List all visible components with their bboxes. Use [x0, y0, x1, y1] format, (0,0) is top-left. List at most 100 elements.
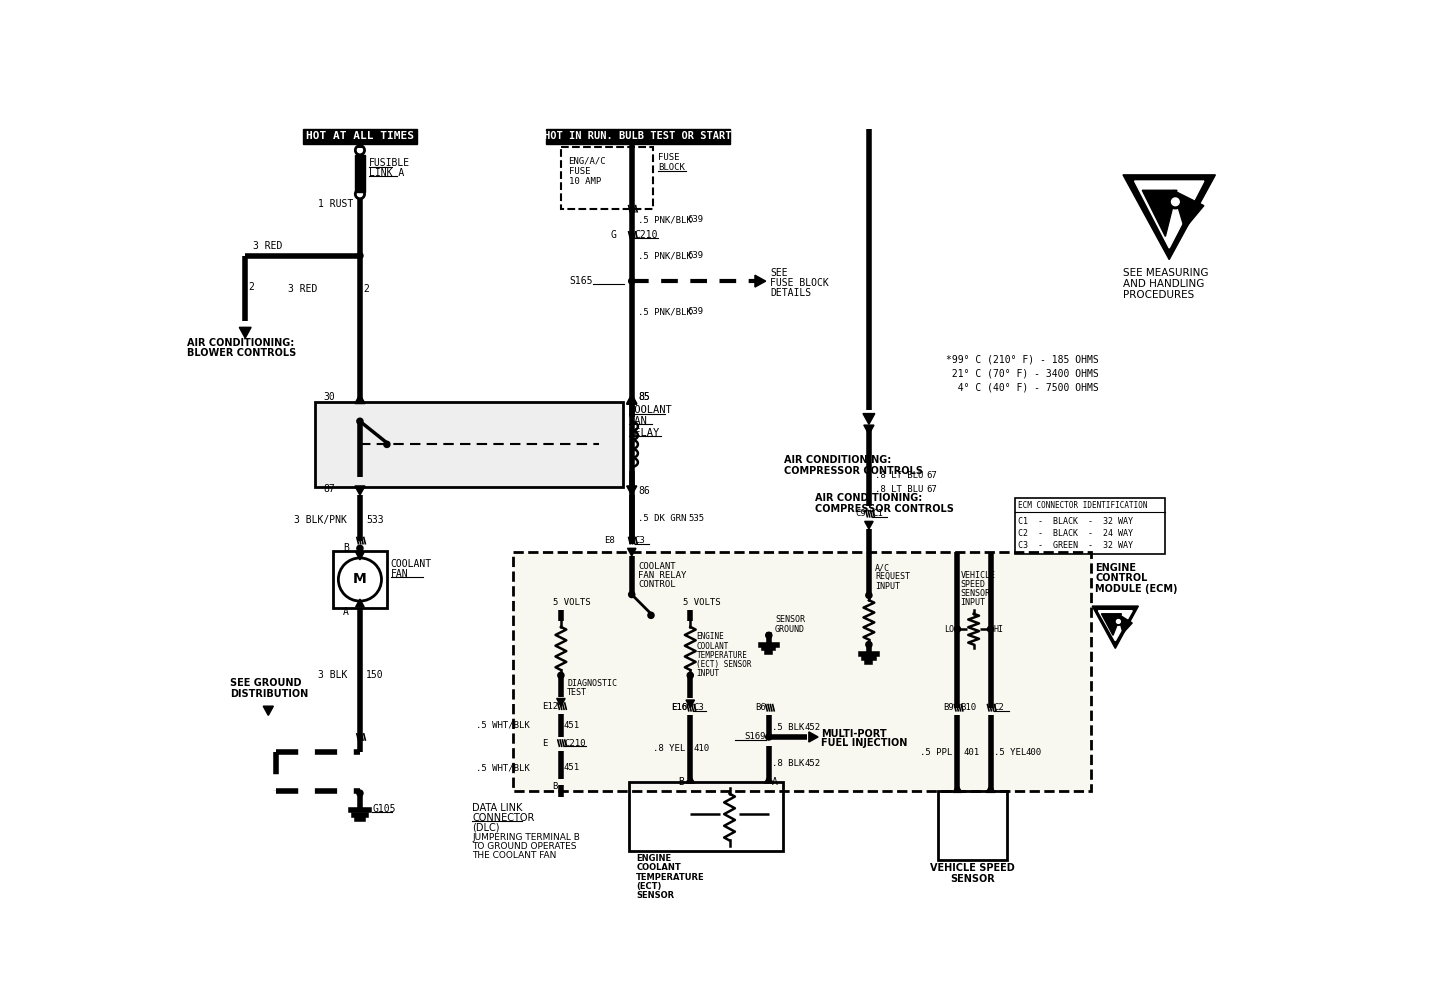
Text: VEHICLE SPEED: VEHICLE SPEED — [930, 863, 1015, 873]
Polygon shape — [264, 707, 274, 716]
Text: B: B — [678, 776, 684, 786]
Text: .8 YEL: .8 YEL — [654, 744, 685, 753]
Bar — [302, 129, 418, 144]
Text: .5 PNK/BLK: .5 PNK/BLK — [638, 215, 691, 224]
Bar — [333, 550, 387, 609]
Text: 5 VOLTS: 5 VOLTS — [553, 598, 590, 607]
Text: VEHICLE: VEHICLE — [960, 571, 995, 580]
Polygon shape — [239, 328, 251, 338]
Text: DETAILS: DETAILS — [770, 288, 812, 298]
Circle shape — [687, 672, 693, 678]
Circle shape — [357, 545, 363, 551]
Text: G105: G105 — [373, 803, 396, 813]
Polygon shape — [1142, 191, 1176, 237]
Text: C2  -  BLACK  -  24 WAY: C2 - BLACK - 24 WAY — [1018, 529, 1133, 538]
Text: SENSOR: SENSOR — [960, 590, 991, 598]
Text: .5 PNK/BLK: .5 PNK/BLK — [638, 307, 691, 317]
Text: COOLANT: COOLANT — [390, 559, 432, 570]
Text: 535: 535 — [688, 514, 704, 523]
Text: TEMPERATURE: TEMPERATURE — [636, 873, 706, 882]
Text: THE COOLANT FAN: THE COOLANT FAN — [472, 851, 557, 860]
Text: FAN: FAN — [629, 416, 648, 426]
Text: C3: C3 — [693, 704, 704, 713]
Text: 4° C (40° F) - 7500 OHMS: 4° C (40° F) - 7500 OHMS — [946, 382, 1099, 392]
Text: E8: E8 — [603, 536, 615, 545]
Text: C3: C3 — [635, 536, 645, 545]
Text: .5 DK GRN: .5 DK GRN — [638, 514, 687, 523]
Text: (ECT): (ECT) — [636, 882, 662, 891]
Text: .8 LT BLU: .8 LT BLU — [876, 485, 923, 494]
Polygon shape — [765, 775, 773, 783]
Text: BLOWER CONTROLS: BLOWER CONTROLS — [187, 349, 297, 359]
Polygon shape — [628, 548, 636, 556]
Text: COOLANT: COOLANT — [697, 642, 729, 650]
Text: 85: 85 — [638, 392, 649, 401]
Polygon shape — [1099, 611, 1132, 641]
Text: INPUT: INPUT — [876, 582, 900, 591]
Text: MODULE (ECM): MODULE (ECM) — [1096, 584, 1178, 594]
Text: .8 LT BLU: .8 LT BLU — [876, 471, 923, 480]
Text: C3  -  GREEN  -  32 WAY: C3 - GREEN - 32 WAY — [1018, 541, 1133, 550]
Text: ECM CONNECTOR IDENTIFICATION: ECM CONNECTOR IDENTIFICATION — [1018, 501, 1148, 510]
Text: FAN RELAY: FAN RELAY — [638, 571, 687, 580]
Text: CONTROL: CONTROL — [638, 580, 675, 589]
Text: BLOCK: BLOCK — [658, 163, 685, 172]
Text: 67: 67 — [926, 471, 936, 480]
Text: RELAY: RELAY — [629, 427, 660, 437]
Text: 5 VOLTS: 5 VOLTS — [683, 598, 720, 607]
Polygon shape — [1102, 614, 1122, 635]
Bar — [562, 147, 654, 209]
Text: 3 RED: 3 RED — [253, 241, 282, 251]
Text: ENGINE: ENGINE — [1096, 562, 1136, 573]
Text: REQUEST: REQUEST — [876, 573, 910, 582]
Text: 67: 67 — [926, 485, 936, 494]
Text: MULTI-PORT: MULTI-PORT — [821, 729, 887, 739]
Circle shape — [629, 592, 635, 598]
Text: C9: C9 — [855, 509, 865, 518]
Text: AIR CONDITIONING:: AIR CONDITIONING: — [785, 455, 891, 465]
Text: JUMPERING TERMINAL B: JUMPERING TERMINAL B — [472, 833, 580, 842]
Text: 2: 2 — [364, 284, 370, 293]
Text: 2: 2 — [248, 281, 253, 291]
Text: 30: 30 — [323, 392, 334, 401]
Text: DIAGNOSTIC: DIAGNOSTIC — [567, 678, 618, 687]
Text: A/C: A/C — [876, 563, 890, 573]
Text: TO GROUND OPERATES: TO GROUND OPERATES — [472, 842, 577, 851]
Text: C1  -  BLACK  -  32 WAY: C1 - BLACK - 32 WAY — [1018, 517, 1133, 526]
Text: COOLANT: COOLANT — [629, 404, 672, 414]
Text: TEMPERATURE: TEMPERATURE — [697, 651, 747, 660]
Polygon shape — [1092, 606, 1139, 648]
Text: B9: B9 — [943, 704, 955, 713]
Text: 401: 401 — [963, 748, 979, 757]
Circle shape — [1115, 618, 1122, 625]
Text: .5 BLK: .5 BLK — [772, 723, 804, 732]
Text: DATA LINK: DATA LINK — [472, 802, 523, 812]
Text: B6: B6 — [755, 704, 766, 713]
Text: C2: C2 — [994, 704, 1004, 713]
Polygon shape — [953, 784, 962, 792]
Bar — [314, 402, 622, 487]
Text: 452: 452 — [804, 723, 821, 732]
Bar — [629, 781, 783, 851]
Text: 150: 150 — [366, 670, 383, 680]
Text: C210: C210 — [635, 230, 658, 240]
Text: M: M — [353, 573, 367, 587]
Text: 452: 452 — [804, 759, 821, 768]
Text: 3 BLK/PNK: 3 BLK/PNK — [295, 515, 347, 525]
Text: S165: S165 — [570, 276, 593, 286]
Text: HOT AT ALL TIMES: HOT AT ALL TIMES — [305, 131, 413, 141]
Text: SEE GROUND: SEE GROUND — [230, 678, 301, 688]
Text: FUSIBLE: FUSIBLE — [369, 158, 410, 168]
Text: DISTRIBUTION: DISTRIBUTION — [230, 688, 308, 699]
Text: SENSOR: SENSOR — [775, 616, 805, 624]
Text: 3 RED: 3 RED — [288, 284, 318, 293]
Text: A: A — [772, 776, 778, 786]
Text: INPUT: INPUT — [697, 669, 720, 678]
Circle shape — [1168, 195, 1182, 209]
Text: .5 WHT/BLK: .5 WHT/BLK — [477, 763, 530, 772]
Text: COOLANT: COOLANT — [638, 561, 675, 571]
Text: GROUND: GROUND — [775, 625, 805, 634]
Text: COOLANT: COOLANT — [636, 864, 681, 872]
Circle shape — [629, 278, 635, 284]
Polygon shape — [626, 486, 636, 495]
